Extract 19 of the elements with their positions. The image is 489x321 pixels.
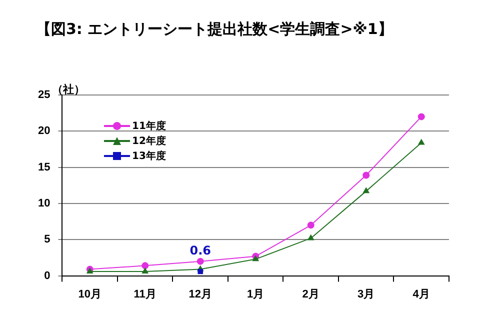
x-tick-label: 2月 (302, 288, 320, 300)
legend-label: 11年度 (132, 119, 166, 132)
x-tick-label: 12月 (188, 288, 212, 300)
legend-label: 13年度 (132, 149, 166, 162)
y-tick-label: 25 (38, 89, 50, 102)
y-tick-label: 5 (44, 234, 50, 246)
y-axis-title: （社） (52, 82, 85, 97)
chart-title: 【図3: エントリーシート提出社数<学生調査>※1】 (36, 20, 393, 39)
y-tick-label: 10 (38, 198, 50, 210)
x-tick-label: 4月 (412, 288, 430, 300)
data-label: 0.6 (190, 244, 211, 258)
legend-label: 12年度 (132, 134, 166, 148)
x-tick-label: 3月 (358, 288, 375, 300)
y-tick-label: 15 (38, 161, 50, 174)
x-tick-label: 10月 (78, 288, 102, 300)
x-tick-label: 11月 (134, 288, 156, 300)
y-tick-label: 20 (38, 125, 50, 138)
y-tick-label: 0 (44, 270, 50, 282)
x-tick-label: 1月 (247, 288, 264, 300)
